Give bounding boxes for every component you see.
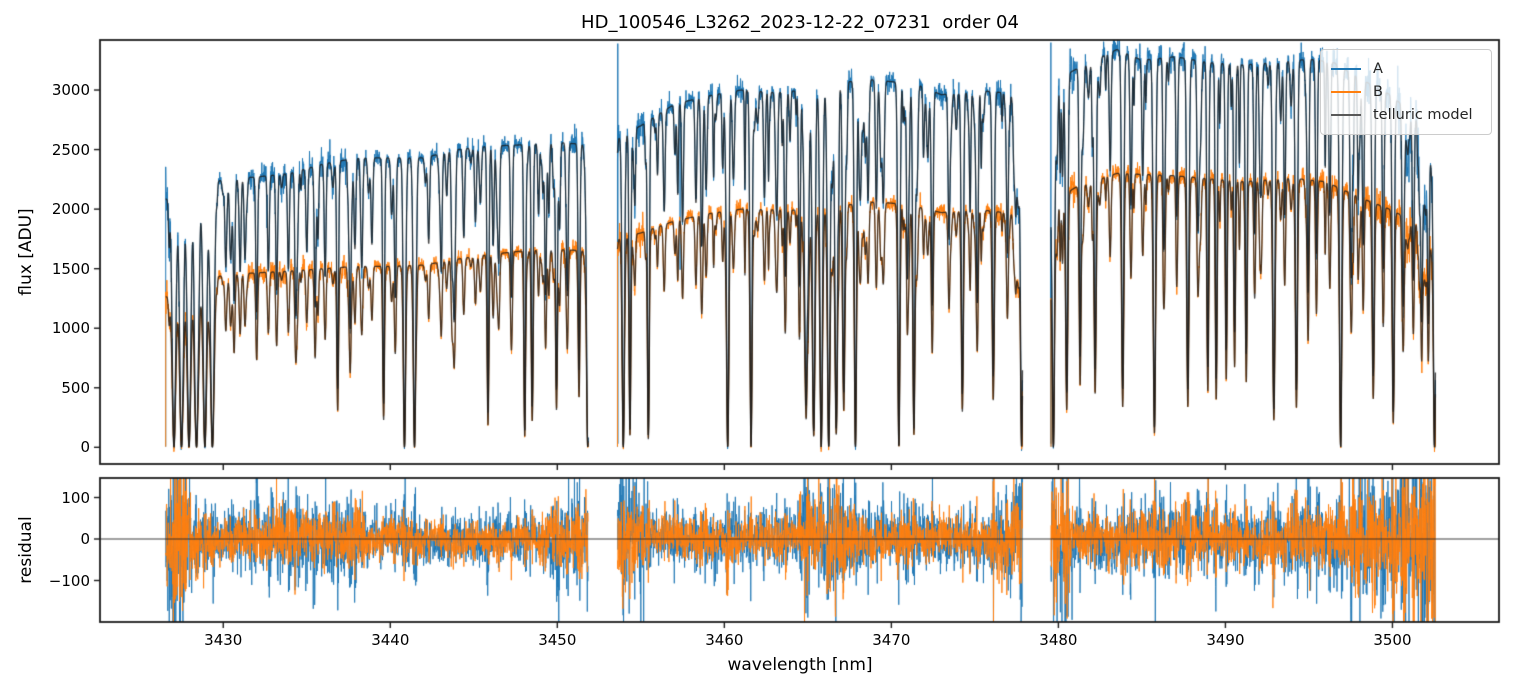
legend-line-swatch-b (1331, 90, 1361, 93)
residual-tick-label-100: 100 (61, 488, 90, 507)
legend-label-b: B (1373, 83, 1383, 100)
flux-axis-label: flux [ADU] (16, 208, 36, 296)
x-tick-label-3490: 3490 (1206, 631, 1245, 649)
flux-tick-label-2000: 2000 (51, 200, 90, 219)
residual-tick-label-0: 0 (80, 530, 90, 548)
flux-tick-label-500: 500 (61, 378, 90, 397)
flux-tick-label-0: 0 (80, 438, 90, 457)
plot-title: HD_100546_L3262_2023-12-22_07231 order 0… (581, 12, 1019, 33)
residual-tick-label--100: −100 (48, 571, 90, 590)
flux-tick-label-1500: 1500 (51, 259, 90, 278)
legend-line-swatch-telluric-model (1331, 114, 1361, 117)
legend-entry-b: B (1331, 80, 1481, 103)
legend-label-a: A (1373, 60, 1383, 77)
legend-label-telluric-model: telluric model (1373, 107, 1473, 124)
x-tick-label-3500: 3500 (1373, 631, 1412, 649)
flux-tick-label-2500: 2500 (51, 140, 90, 159)
flux-tick-label-3000: 3000 (51, 81, 90, 100)
x-tick-label-3450: 3450 (538, 631, 577, 649)
legend-entry-a: A (1331, 57, 1481, 80)
legend: A B telluric model (1320, 49, 1492, 135)
legend-line-swatch-a (1331, 67, 1361, 70)
flux-tick-label-1000: 1000 (51, 319, 90, 338)
x-tick-label-3480: 3480 (1039, 631, 1078, 649)
x-tick-label-3470: 3470 (872, 631, 911, 649)
x-tick-label-3460: 3460 (705, 631, 744, 649)
legend-entry-telluric-model: telluric model (1331, 104, 1481, 127)
x-tick-label-3430: 3430 (204, 631, 243, 649)
residual-axis-label: residual (16, 516, 36, 584)
x-tick-label-3440: 3440 (371, 631, 410, 649)
x-axis-label: wavelength [nm] (727, 655, 873, 675)
